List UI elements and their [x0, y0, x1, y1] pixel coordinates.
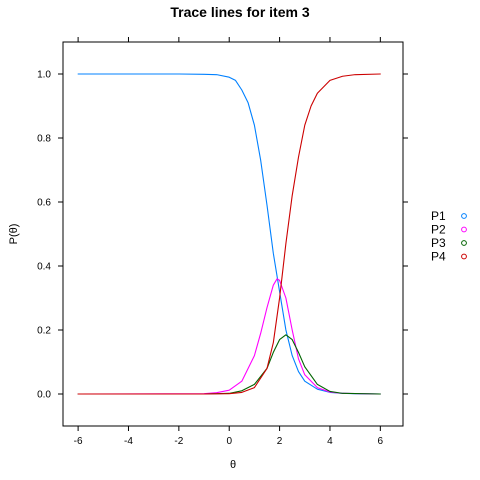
x-tick-label: 4 — [327, 436, 333, 447]
legend-label-p3: P3 — [431, 236, 446, 250]
y-axis: 0.0 0.2 0.4 0.6 0.8 1.0 — [37, 70, 408, 401]
series-lines — [77, 73, 381, 395]
x-tick-label: -2 — [174, 436, 183, 447]
legend-label-p4: P4 — [431, 250, 446, 264]
plot-frame — [62, 41, 404, 427]
chart-title: Trace lines for item 3 — [170, 4, 309, 20]
y-tick-label: 0.8 — [37, 134, 51, 145]
x-tick-label: -4 — [124, 436, 133, 447]
y-tick-label: 0.2 — [37, 326, 51, 337]
x-tick-label: 6 — [378, 436, 384, 447]
legend-label-p2: P2 — [431, 223, 446, 237]
legend-marker-p2 — [461, 226, 467, 233]
x-tick-label: 2 — [277, 436, 283, 447]
y-tick-label: 0.4 — [37, 262, 51, 273]
legend-marker-p4 — [461, 253, 467, 260]
x-axis: -6 -4 -2 0 2 4 6 — [74, 37, 384, 447]
y-tick-label: 1.0 — [37, 70, 51, 81]
legend-marker-p1 — [461, 213, 467, 219]
y-axis-label: P(θ) — [8, 224, 20, 245]
x-tick-label: 0 — [226, 436, 232, 447]
legend-label-p1: P1 — [431, 209, 446, 223]
y-tick-label: 0.0 — [37, 390, 51, 401]
series-line-p2 — [77, 278, 381, 395]
series-line-p3 — [77, 334, 381, 395]
series-line-p4 — [77, 73, 381, 395]
series-line-p1 — [77, 73, 381, 395]
legend-marker-p3 — [461, 240, 467, 246]
x-axis-label: θ — [230, 459, 236, 471]
x-tick-label: -6 — [74, 436, 83, 447]
y-tick-label: 0.6 — [37, 198, 51, 209]
